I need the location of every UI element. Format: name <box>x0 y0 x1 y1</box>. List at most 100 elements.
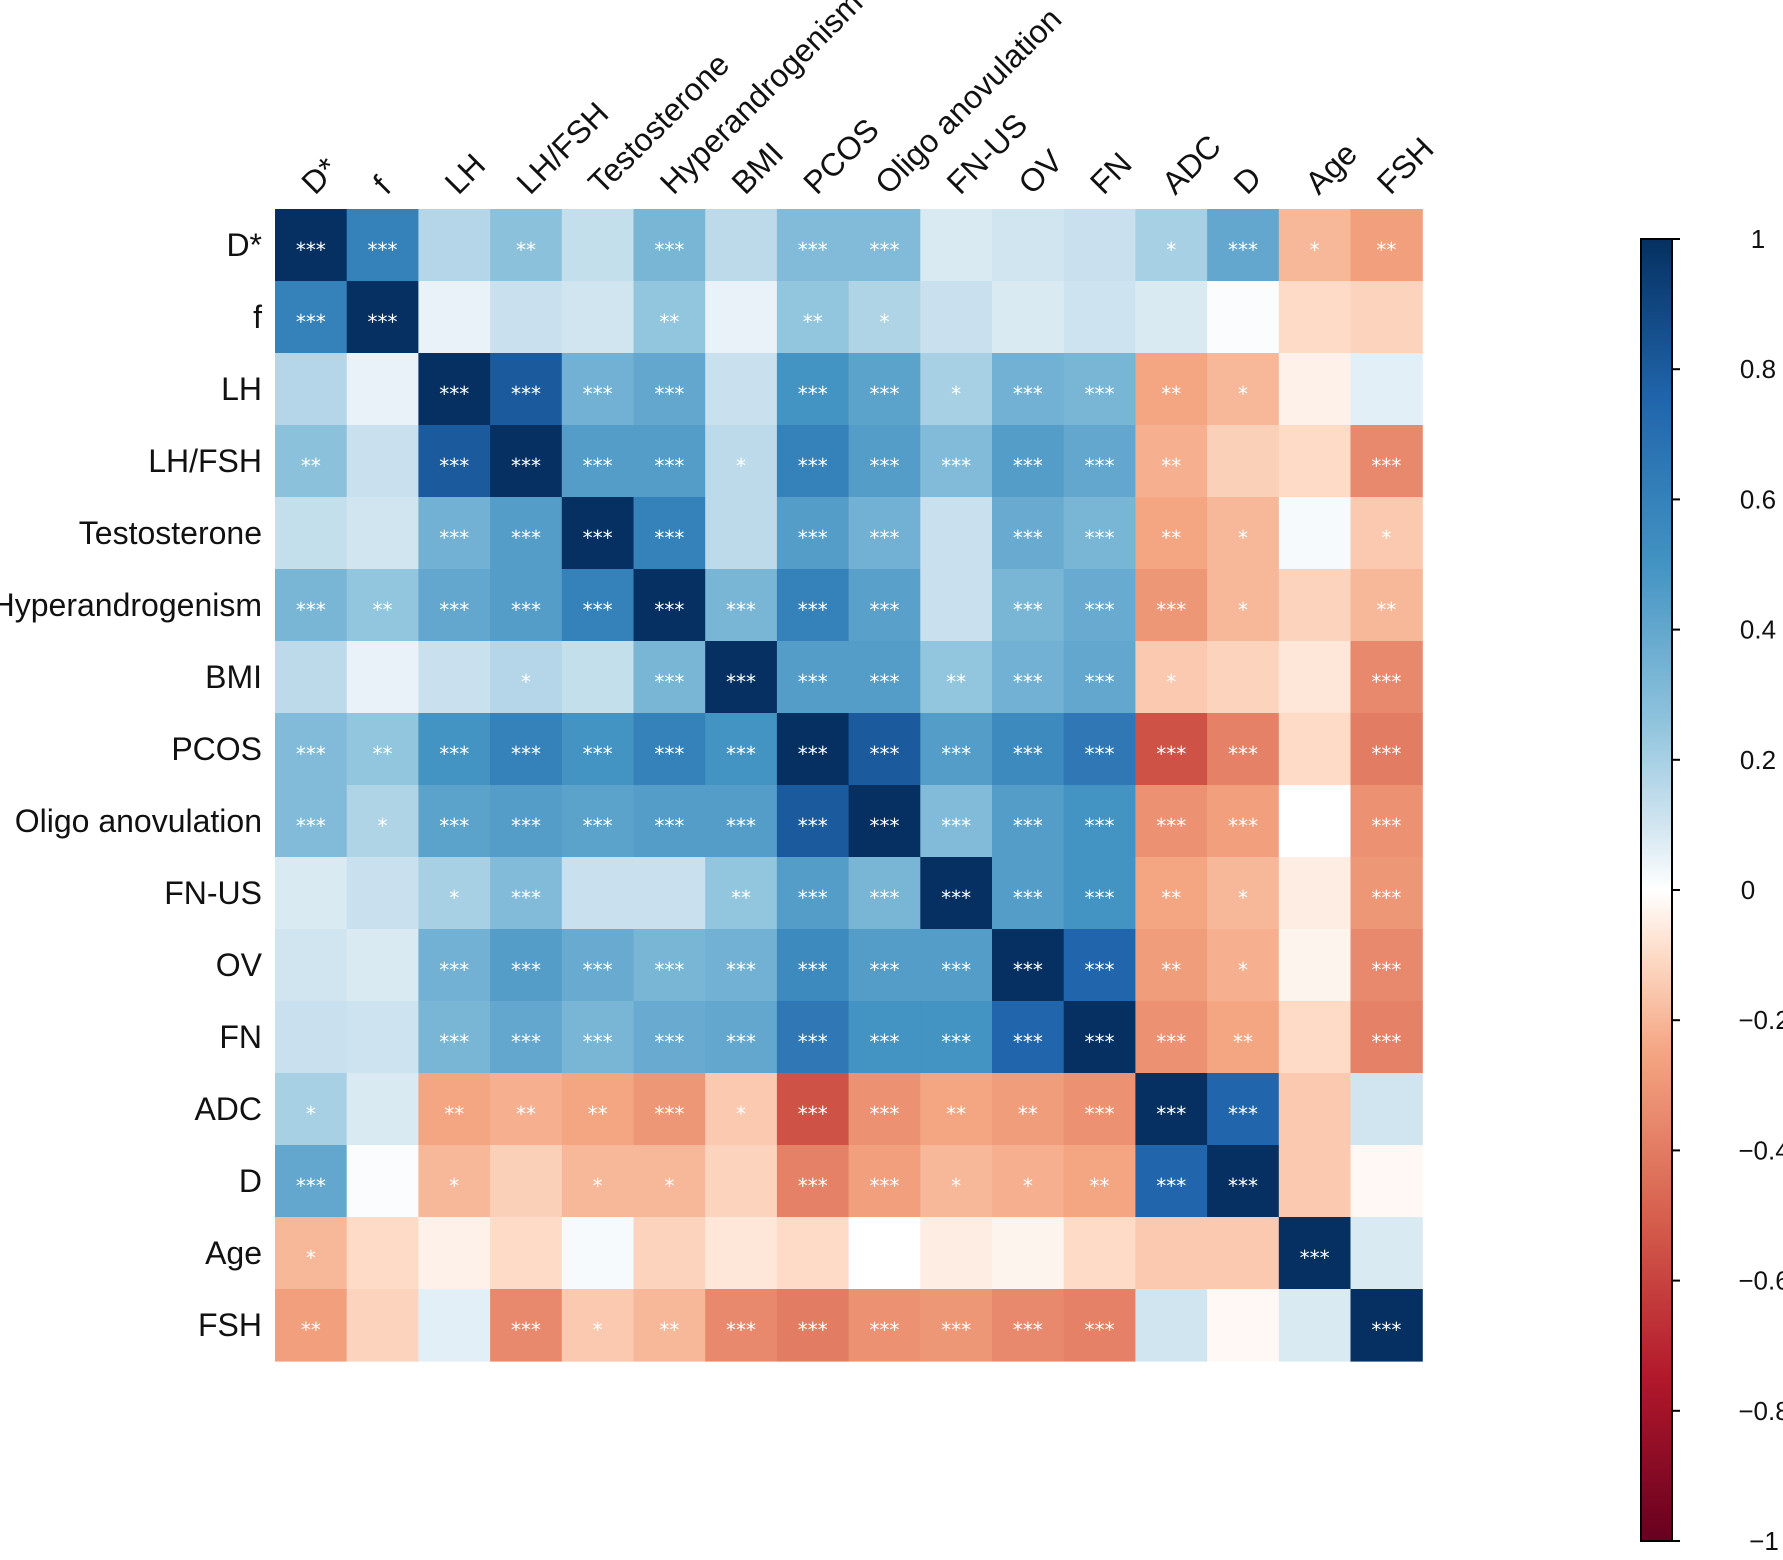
cell-d-fn-us <box>920 209 993 282</box>
significance-fn-us-lh-fsh: *** <box>511 886 541 910</box>
cell-oligo-anovulation-fn <box>1063 785 1136 858</box>
colorbar-tick-label: −0.8 <box>1738 1396 1783 1426</box>
cell-fn-pcos <box>776 1001 850 1074</box>
significance-d-d: *** <box>296 1174 326 1198</box>
cell-d-fn-us <box>920 1145 993 1218</box>
significance-fsh-pcos: *** <box>798 1318 828 1342</box>
cell-bmi-age <box>1278 641 1352 714</box>
cell-d-d <box>275 209 348 282</box>
significance-ov-adc: ** <box>1161 958 1181 982</box>
cell-age-adc <box>1135 1217 1208 1290</box>
cell-bmi-pcos <box>776 641 850 714</box>
colorbar-tick-label: 0.6 <box>1740 484 1776 514</box>
cell-fsh-lh-fsh <box>490 1289 563 1362</box>
cell-testosterone-d <box>275 497 348 570</box>
column-label-age: Age <box>1298 135 1364 201</box>
cell-hyperandrogenism-fn-us <box>920 569 993 642</box>
cell-oligo-anovulation-hyperandrogenism <box>633 785 706 858</box>
cell-lh-lh <box>418 353 491 426</box>
row-label-age: Age <box>205 1235 262 1271</box>
significance-fn-lh: *** <box>439 1030 469 1054</box>
column-label-lh: LH <box>438 147 492 201</box>
cell-f-oligo-anovulation <box>848 281 921 354</box>
cell-f-fsh <box>1350 281 1423 354</box>
row-label-ov: OV <box>216 947 263 983</box>
cell-d-d <box>1207 1145 1280 1218</box>
significance-d-d: *** <box>296 238 326 262</box>
cell-lh-bmi <box>705 353 778 426</box>
row-label-d: D* <box>226 227 262 263</box>
cell-age-fn <box>1063 1217 1136 1290</box>
row-label-testosterone: Testosterone <box>79 515 262 551</box>
significance-adc-testosterone: ** <box>588 1102 608 1126</box>
cell-age-pcos <box>776 1217 850 1290</box>
cell-ov-d <box>275 929 348 1002</box>
significance-lh-lh: *** <box>439 382 469 406</box>
significance-fn-us-bmi: ** <box>731 886 751 910</box>
significance-oligo-anovulation-d: *** <box>296 814 326 838</box>
significance-fsh-bmi: *** <box>726 1318 756 1342</box>
cell-hyperandrogenism-adc <box>1135 569 1208 642</box>
cell-age-fsh <box>1350 1217 1423 1290</box>
row-label-lh: LH <box>221 371 262 407</box>
significance-bmi-hyperandrogenism: *** <box>654 670 684 694</box>
significance-fn-d: ** <box>1233 1030 1253 1054</box>
cell-age-testosterone <box>561 1217 635 1290</box>
significance-d-hyperandrogenism: *** <box>654 238 684 262</box>
significance-oligo-anovulation-testosterone: *** <box>583 814 613 838</box>
cell-testosterone-adc <box>1135 497 1208 570</box>
significance-lh-fsh-pcos: *** <box>798 454 828 478</box>
heatmap-cells <box>275 209 1423 1362</box>
cell-pcos-lh-fsh <box>490 713 563 786</box>
significance-f-d: *** <box>296 310 326 334</box>
significance-bmi-fsh: *** <box>1371 670 1401 694</box>
significance-fn-us-ov: *** <box>1013 886 1043 910</box>
column-label-pcos: PCOS <box>796 111 886 201</box>
significance-lh-pcos: *** <box>798 382 828 406</box>
cell-bmi-ov <box>992 641 1065 714</box>
cell-adc-testosterone <box>561 1073 635 1146</box>
cell-bmi-bmi <box>705 641 778 714</box>
significance-ov-pcos: *** <box>798 958 828 982</box>
significance-testosterone-hyperandrogenism: *** <box>654 526 684 550</box>
significance-oligo-anovulation-lh: *** <box>439 814 469 838</box>
cell-fn-us-f <box>346 857 419 930</box>
cell-fn-fsh <box>1350 1001 1423 1074</box>
cell-fn-us-bmi <box>705 857 778 930</box>
cell-pcos-age <box>1278 713 1352 786</box>
cell-age-lh-fsh <box>490 1217 563 1290</box>
cell-fsh-hyperandrogenism <box>633 1289 706 1362</box>
significance-lh-ov: *** <box>1013 382 1043 406</box>
cell-fn-us-pcos <box>776 857 850 930</box>
cell-pcos-adc <box>1135 713 1208 786</box>
cell-fsh-f <box>346 1289 419 1362</box>
significance-lh-fn: *** <box>1085 382 1115 406</box>
cell-fn-us-lh <box>418 857 491 930</box>
significance-f-pcos: ** <box>803 310 823 334</box>
significance-lh-adc: ** <box>1161 382 1181 406</box>
cell-ov-fn <box>1063 929 1136 1002</box>
significance-adc-lh-fsh: ** <box>516 1102 536 1126</box>
significance-d-lh-fsh: ** <box>516 238 536 262</box>
significance-lh-fsh-hyperandrogenism: *** <box>654 454 684 478</box>
cell-age-ov <box>992 1217 1065 1290</box>
column-label-d: D* <box>294 150 345 201</box>
significance-adc-d: *** <box>1228 1102 1258 1126</box>
cell-adc-lh-fsh <box>490 1073 563 1146</box>
significance-fn-fn-us: *** <box>941 1030 971 1054</box>
cell-age-bmi <box>705 1217 778 1290</box>
significance-lh-fsh-d: ** <box>301 454 321 478</box>
significance-testosterone-lh-fsh: *** <box>511 526 541 550</box>
row-label-fn: FN <box>219 1019 262 1055</box>
significance-fsh-hyperandrogenism: ** <box>659 1318 679 1342</box>
significance-fsh-d: ** <box>301 1318 321 1342</box>
significance-bmi-fn-us: ** <box>946 670 966 694</box>
cell-fn-age <box>1278 1001 1352 1074</box>
cell-lh-age <box>1278 353 1352 426</box>
cell-d-fn <box>1063 209 1136 282</box>
significance-ov-fsh: *** <box>1371 958 1401 982</box>
significance-oligo-anovulation-fsh: *** <box>1371 814 1401 838</box>
cell-age-oligo-anovulation <box>848 1217 921 1290</box>
cell-oligo-anovulation-bmi <box>705 785 778 858</box>
cell-ov-testosterone <box>561 929 635 1002</box>
